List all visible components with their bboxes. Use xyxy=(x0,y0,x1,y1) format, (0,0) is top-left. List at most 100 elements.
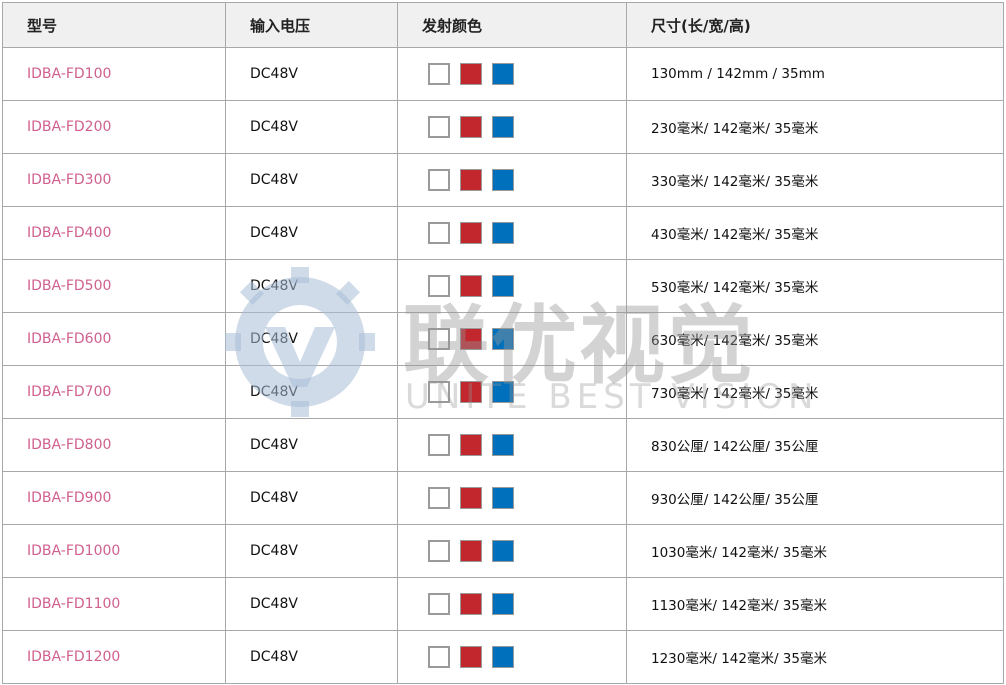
header-model: 型号 xyxy=(2,2,226,48)
size-cell: 630毫米/ 142毫米/ 35毫米 xyxy=(626,312,1004,366)
white-swatch xyxy=(428,169,450,191)
size-cell: 330毫米/ 142毫米/ 35毫米 xyxy=(626,153,1004,207)
model-cell: IDBA-FD400 xyxy=(2,206,226,260)
table-row: IDBA-FD900 DC48V 930公厘/ 142公厘/ 35公厘 xyxy=(2,471,1004,525)
voltage-cell: DC48V xyxy=(225,418,398,472)
voltage-cell: DC48V xyxy=(225,312,398,366)
voltage-cell: DC48V xyxy=(225,259,398,313)
voltage-cell: DC48V xyxy=(225,206,398,260)
white-swatch xyxy=(428,593,450,615)
red-swatch xyxy=(460,381,482,403)
red-swatch xyxy=(460,646,482,668)
size-cell: 930公厘/ 142公厘/ 35公厘 xyxy=(626,471,1004,525)
blue-swatch xyxy=(492,116,514,138)
size-cell: 130mm / 142mm / 35mm xyxy=(626,47,1004,101)
size-cell: 1030毫米/ 142毫米/ 35毫米 xyxy=(626,524,1004,578)
table-row: IDBA-FD400 DC48V 430毫米/ 142毫米/ 35毫米 xyxy=(2,206,1004,260)
red-swatch xyxy=(460,222,482,244)
voltage-cell: DC48V xyxy=(225,524,398,578)
color-cell xyxy=(397,471,627,525)
model-cell: IDBA-FD800 xyxy=(2,418,226,472)
white-swatch xyxy=(428,275,450,297)
red-swatch xyxy=(460,116,482,138)
blue-swatch xyxy=(492,593,514,615)
size-cell: 1230毫米/ 142毫米/ 35毫米 xyxy=(626,630,1004,684)
voltage-cell: DC48V xyxy=(225,630,398,684)
color-cell xyxy=(397,577,627,631)
color-cell xyxy=(397,153,627,207)
red-swatch xyxy=(460,63,482,85)
voltage-cell: DC48V xyxy=(225,471,398,525)
table-row: IDBA-FD1000 DC48V 1030毫米/ 142毫米/ 35毫米 xyxy=(2,524,1004,578)
white-swatch xyxy=(428,116,450,138)
table-header-row: 型号 输入电压 发射颜色 尺寸(长/宽/高) xyxy=(2,2,1004,48)
model-cell: IDBA-FD300 xyxy=(2,153,226,207)
red-swatch xyxy=(460,540,482,562)
table-row: IDBA-FD800 DC48V 830公厘/ 142公厘/ 35公厘 xyxy=(2,418,1004,472)
header-size: 尺寸(长/宽/高) xyxy=(626,2,1004,48)
red-swatch xyxy=(460,434,482,456)
blue-swatch xyxy=(492,434,514,456)
blue-swatch xyxy=(492,646,514,668)
color-cell xyxy=(397,259,627,313)
color-cell xyxy=(397,206,627,260)
voltage-cell: DC48V xyxy=(225,365,398,419)
model-cell: IDBA-FD500 xyxy=(2,259,226,313)
color-cell xyxy=(397,47,627,101)
header-color: 发射颜色 xyxy=(397,2,627,48)
blue-swatch xyxy=(492,63,514,85)
voltage-cell: DC48V xyxy=(225,47,398,101)
model-cell: IDBA-FD600 xyxy=(2,312,226,366)
table-row: IDBA-FD500 DC48V 530毫米/ 142毫米/ 35毫米 xyxy=(2,259,1004,313)
white-swatch xyxy=(428,487,450,509)
model-cell: IDBA-FD1000 xyxy=(2,524,226,578)
table-row: IDBA-FD1200 DC48V 1230毫米/ 142毫米/ 35毫米 xyxy=(2,630,1004,684)
blue-swatch xyxy=(492,487,514,509)
size-cell: 430毫米/ 142毫米/ 35毫米 xyxy=(626,206,1004,260)
color-cell xyxy=(397,630,627,684)
table-row: IDBA-FD600 DC48V 630毫米/ 142毫米/ 35毫米 xyxy=(2,312,1004,366)
model-cell: IDBA-FD1100 xyxy=(2,577,226,631)
color-cell xyxy=(397,365,627,419)
model-cell: IDBA-FD100 xyxy=(2,47,226,101)
color-cell xyxy=(397,100,627,154)
model-cell: IDBA-FD700 xyxy=(2,365,226,419)
voltage-cell: DC48V xyxy=(225,100,398,154)
red-swatch xyxy=(460,328,482,350)
color-cell xyxy=(397,312,627,366)
size-cell: 230毫米/ 142毫米/ 35毫米 xyxy=(626,100,1004,154)
color-cell xyxy=(397,418,627,472)
size-cell: 1130毫米/ 142毫米/ 35毫米 xyxy=(626,577,1004,631)
table-row: IDBA-FD700 DC48V 730毫米/ 142毫米/ 35毫米 xyxy=(2,365,1004,419)
voltage-cell: DC48V xyxy=(225,577,398,631)
white-swatch xyxy=(428,222,450,244)
blue-swatch xyxy=(492,169,514,191)
blue-swatch xyxy=(492,540,514,562)
blue-swatch xyxy=(492,222,514,244)
table-row: IDBA-FD1100 DC48V 1130毫米/ 142毫米/ 35毫米 xyxy=(2,577,1004,631)
size-cell: 830公厘/ 142公厘/ 35公厘 xyxy=(626,418,1004,472)
model-cell: IDBA-FD1200 xyxy=(2,630,226,684)
size-cell: 730毫米/ 142毫米/ 35毫米 xyxy=(626,365,1004,419)
size-cell: 530毫米/ 142毫米/ 35毫米 xyxy=(626,259,1004,313)
table-row: IDBA-FD100 DC48V 130mm / 142mm / 35mm xyxy=(2,47,1004,101)
blue-swatch xyxy=(492,328,514,350)
red-swatch xyxy=(460,169,482,191)
white-swatch xyxy=(428,63,450,85)
header-voltage: 输入电压 xyxy=(225,2,398,48)
red-swatch xyxy=(460,275,482,297)
model-cell: IDBA-FD200 xyxy=(2,100,226,154)
white-swatch xyxy=(428,434,450,456)
white-swatch xyxy=(428,646,450,668)
blue-swatch xyxy=(492,275,514,297)
blue-swatch xyxy=(492,381,514,403)
red-swatch xyxy=(460,593,482,615)
voltage-cell: DC48V xyxy=(225,153,398,207)
model-cell: IDBA-FD900 xyxy=(2,471,226,525)
color-cell xyxy=(397,524,627,578)
table-row: IDBA-FD200 DC48V 230毫米/ 142毫米/ 35毫米 xyxy=(2,100,1004,154)
white-swatch xyxy=(428,540,450,562)
table-row: IDBA-FD300 DC48V 330毫米/ 142毫米/ 35毫米 xyxy=(2,153,1004,207)
white-swatch xyxy=(428,381,450,403)
